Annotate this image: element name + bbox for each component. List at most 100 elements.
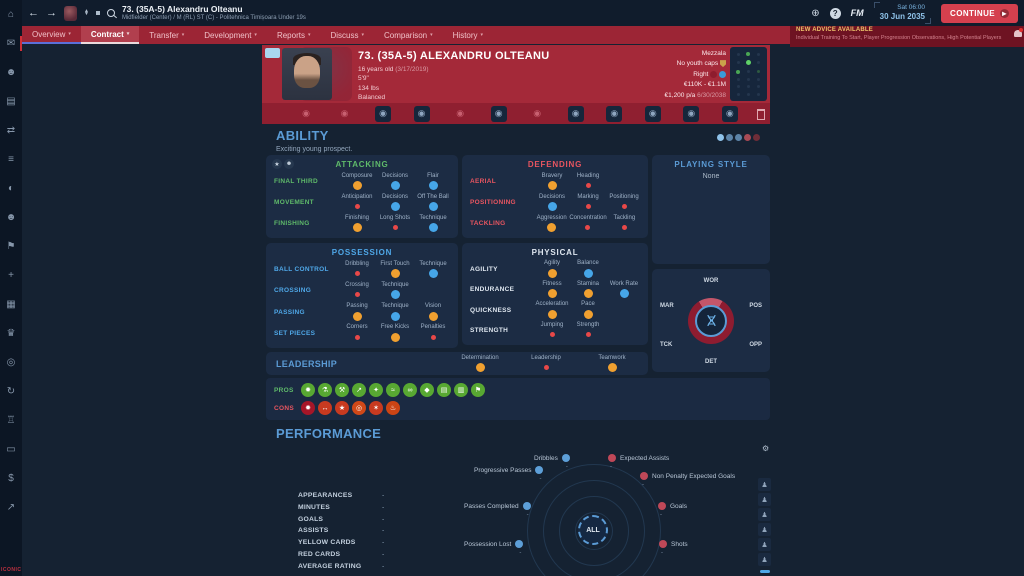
tab-overview[interactable]: Overview ▾ (22, 26, 81, 44)
club-crest-icon[interactable] (64, 5, 77, 21)
radar-filter-button-4[interactable]: ♟ (758, 523, 771, 536)
sidebar-item-competitions[interactable]: ♛ (0, 319, 22, 348)
notification-bell-icon[interactable] (1014, 28, 1023, 37)
gauge-icon[interactable]: ◉ (721, 105, 738, 122)
attribute-dot-box (352, 223, 362, 233)
tab-contract[interactable]: Contract ▾ (80, 26, 140, 44)
pencil-icon[interactable]: ◉ (490, 105, 507, 122)
scrollbar-thumb[interactable] (760, 570, 770, 573)
sidebar-item-finances[interactable]: ▭ (0, 435, 22, 464)
pro-trait-icon[interactable]: ⚗ (318, 383, 332, 397)
tab-development[interactable]: Development ▾ (194, 26, 267, 44)
pro-trait-icon[interactable]: ◆ (420, 383, 434, 397)
tab-comparison[interactable]: Comparison ▾ (374, 26, 443, 44)
attributes-icon[interactable]: ◉ (375, 105, 392, 122)
tab-reports[interactable]: Reports ▾ (267, 26, 321, 44)
con-trait-icon[interactable]: ♨ (386, 401, 400, 415)
sidebar-item-medical[interactable]: + (0, 261, 22, 290)
attribute-name: Bravery (541, 172, 563, 179)
sidebar-item-history[interactable]: ↻ (0, 377, 22, 406)
sidebar-item-tactics[interactable]: ▤ (0, 87, 22, 116)
whistle-icon[interactable]: ◉ (644, 105, 661, 122)
sidebar-item-board[interactable]: $ (0, 464, 22, 493)
position-dot (746, 52, 751, 57)
sidebar-item-squad[interactable]: ☻ (0, 58, 22, 87)
pro-trait-icon[interactable]: ∞ (403, 383, 417, 397)
player-photo[interactable] (282, 48, 332, 100)
pro-trait-icon[interactable]: ▥ (454, 383, 468, 397)
globe-icon[interactable]: ◉ (683, 105, 700, 122)
rating-dot (744, 134, 751, 141)
pro-trait-icon[interactable]: ≈ (386, 383, 400, 397)
pro-trait-icon[interactable]: ↗ (352, 383, 366, 397)
gear-icon[interactable]: ◉ (567, 105, 584, 122)
pin-icon[interactable] (95, 11, 100, 15)
stat-row: MINUTES - (298, 502, 384, 514)
chat-icon[interactable]: ◉ (533, 108, 542, 118)
con-trait-icon[interactable]: ✶ (369, 401, 383, 415)
face-icon[interactable]: ◉ (340, 108, 349, 118)
help-icon[interactable]: ? (829, 7, 841, 19)
pro-trait-icon[interactable]: ✹ (301, 383, 315, 397)
ball-icon[interactable]: ◉ (606, 105, 623, 122)
star-icon[interactable]: ★ (272, 159, 282, 169)
ability-subtitle: Exciting young prospect. (276, 146, 353, 153)
tab-transfer[interactable]: Transfer ▾ (139, 26, 194, 44)
con-trait-icon[interactable]: ◎ (352, 401, 366, 415)
radar-point-possession-lost: Possession Lost - (464, 540, 524, 556)
attribute-cells: Agility Balance (534, 260, 642, 278)
attribute: Balance (570, 260, 606, 278)
attribute-view-toggles[interactable]: ★ ☻ (272, 159, 294, 169)
attribute: Jumping (534, 322, 570, 340)
info-chip[interactable] (265, 48, 280, 58)
search-icon[interactable] (106, 9, 115, 17)
sidebar-item-analytics[interactable]: ↗ (0, 493, 22, 522)
sidebar-item-training[interactable]: ⚑ (0, 232, 22, 261)
pro-trait-icon[interactable]: ▤ (437, 383, 451, 397)
pro-trait-icon[interactable]: ⚑ (471, 383, 485, 397)
con-trait-icon[interactable]: ↔ (318, 401, 332, 415)
attribute-dot-box (428, 202, 438, 212)
radar-filter-button-3[interactable]: ♟ (758, 508, 771, 521)
advice-banner[interactable]: NEW ADVICE AVAILABLE Individual Training… (790, 26, 1024, 47)
back-button[interactable]: ← (28, 6, 39, 19)
sidebar-item-world[interactable]: ◐ (0, 174, 22, 203)
attribute-group-label: STRENGTH (470, 327, 509, 335)
pro-trait-icon[interactable]: ⚒ (335, 383, 349, 397)
sidebar-item-staff[interactable]: ☻ (0, 203, 22, 232)
pro-trait-icon[interactable]: ✦ (369, 383, 383, 397)
info-icon[interactable]: ◉ (302, 108, 310, 118)
radar-filter-button-5[interactable]: ♟ (758, 538, 771, 551)
sidebar-item-home[interactable]: ⌂ (0, 0, 22, 29)
person-icon[interactable]: ☻ (284, 159, 294, 169)
con-trait-icon[interactable]: ★ (335, 401, 349, 415)
delete-icon[interactable] (757, 109, 765, 120)
sidebar-item-club[interactable]: ♖ (0, 406, 22, 435)
clock-icon[interactable]: ◉ (456, 108, 465, 118)
network-icon[interactable]: ⊕ (811, 7, 820, 19)
continue-button[interactable]: CONTINUE ▸ (941, 3, 1018, 23)
forward-button[interactable]: → (46, 6, 57, 19)
radar-filter-button-2[interactable]: ♟ (758, 493, 771, 506)
radar-center-badge[interactable]: ALL (578, 515, 608, 545)
gear-icon[interactable]: ⚙ (762, 444, 770, 453)
attribute-dot-avg (547, 223, 557, 232)
radar-filter-button-1[interactable]: ♟ (758, 478, 771, 491)
cons-label: CONS (274, 404, 294, 412)
sidebar-item-inbox[interactable]: ✉ (0, 29, 22, 58)
tab-discuss[interactable]: Discuss ▾ (320, 26, 374, 44)
attribute-name: Stamina (576, 280, 599, 287)
tab-history[interactable]: History ▾ (443, 26, 493, 44)
attribute-name: Flair (427, 172, 439, 179)
sidebar-item-schedule[interactable]: ▦ (0, 290, 22, 319)
attribute: Dribbling (338, 261, 376, 279)
con-trait-icon[interactable]: ✹ (301, 401, 315, 415)
sidebar-item-transfers[interactable]: ⇄ (0, 116, 22, 145)
sidebar-item-squad-planner[interactable]: ≡ (0, 145, 22, 174)
player-spinner[interactable]: ▲ ▼ (84, 8, 89, 17)
attribute-dot-good (390, 181, 400, 190)
pie-chart-icon[interactable]: ◉ (413, 105, 430, 122)
sidebar-item-scouting[interactable]: ◎ (0, 348, 22, 377)
radar-filter-button-6[interactable]: ♟ (758, 553, 771, 566)
